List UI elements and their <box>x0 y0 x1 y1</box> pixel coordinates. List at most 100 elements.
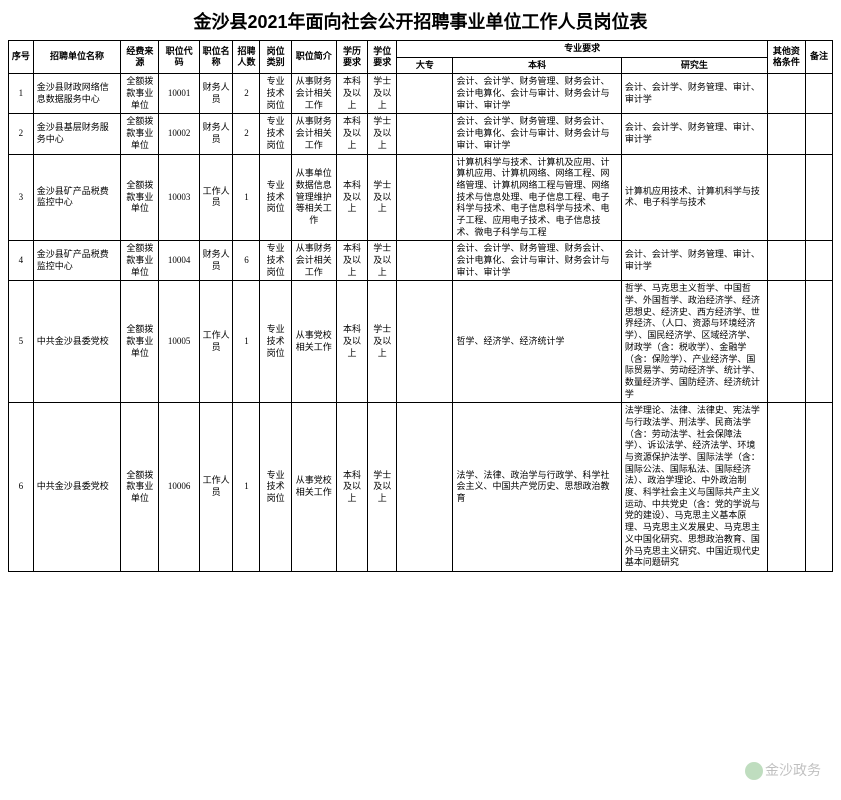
col-index: 序号 <box>9 41 34 74</box>
cell-desc: 从事财务会计相关工作 <box>291 114 336 154</box>
cell-dz <box>397 241 453 281</box>
col-fund: 经费来源 <box>121 41 159 74</box>
col-remark: 备注 <box>805 41 832 74</box>
cell-index: 6 <box>9 403 34 572</box>
cell-code: 10005 <box>159 281 199 403</box>
cell-other <box>767 241 805 281</box>
cell-edu: 本科及以上 <box>336 154 367 241</box>
cell-edu: 本科及以上 <box>336 403 367 572</box>
cell-unit: 中共金沙县委党校 <box>33 281 121 403</box>
cell-bk: 哲学、经济学、经济统计学 <box>453 281 621 403</box>
cell-pos: 财务人员 <box>199 114 233 154</box>
cell-pos: 工作人员 <box>199 154 233 241</box>
cell-fund: 全额拨款事业单位 <box>121 403 159 572</box>
cell-cat: 专业技术岗位 <box>260 154 291 241</box>
cell-edu: 本科及以上 <box>336 114 367 154</box>
cell-fund: 全额拨款事业单位 <box>121 74 159 114</box>
col-cat: 岗位类别 <box>260 41 291 74</box>
cell-desc: 从事党校相关工作 <box>291 403 336 572</box>
cell-fund: 全额拨款事业单位 <box>121 154 159 241</box>
col-edu: 学历要求 <box>336 41 367 74</box>
col-yanjiu: 研究生 <box>621 57 767 74</box>
col-num: 招聘人数 <box>233 41 260 74</box>
cell-dz <box>397 114 453 154</box>
cell-desc: 从事单位数据信息管理维护等相关工作 <box>291 154 336 241</box>
watermark-text: 金沙政务 <box>765 762 821 778</box>
cell-unit: 金沙县矿产品税费监控中心 <box>33 241 121 281</box>
table-row: 4金沙县矿产品税费监控中心全额拨款事业单位10004财务人员6专业技术岗位从事财… <box>9 241 833 281</box>
cell-deg: 学士及以上 <box>368 281 397 403</box>
col-code: 职位代码 <box>159 41 199 74</box>
col-dazhuan: 大专 <box>397 57 453 74</box>
cell-desc: 从事财务会计相关工作 <box>291 74 336 114</box>
col-desc: 职位简介 <box>291 41 336 74</box>
cell-num: 6 <box>233 241 260 281</box>
cell-index: 4 <box>9 241 34 281</box>
cell-deg: 学士及以上 <box>368 114 397 154</box>
cell-yjs: 计算机应用技术、计算机科学与技术、电子科学与技术 <box>621 154 767 241</box>
cell-edu: 本科及以上 <box>336 281 367 403</box>
cell-edu: 本科及以上 <box>336 74 367 114</box>
cell-unit: 金沙县财政网络信息数据服务中心 <box>33 74 121 114</box>
cell-remark <box>805 281 832 403</box>
cell-remark <box>805 114 832 154</box>
cell-num: 2 <box>233 74 260 114</box>
cell-yjs: 法学理论、法律、法律史、宪法学与行政法学、刑法学、民商法学（含：劳动法学、社会保… <box>621 403 767 572</box>
watermark-icon <box>745 762 763 780</box>
cell-num: 1 <box>233 154 260 241</box>
cell-other <box>767 154 805 241</box>
page-title: 金沙县2021年面向社会公开招聘事业单位工作人员岗位表 <box>8 8 833 34</box>
cell-yjs: 哲学、马克思主义哲学、中国哲学、外国哲学、政治经济学、经济思想史、经济史、西方经… <box>621 281 767 403</box>
cell-num: 1 <box>233 281 260 403</box>
cell-cat: 专业技术岗位 <box>260 241 291 281</box>
col-other: 其他资格条件 <box>767 41 805 74</box>
cell-bk: 会计、会计学、财务管理、财务会计、会计电算化、会计与审计、财务会计与审计、审计学 <box>453 74 621 114</box>
col-benke: 本科 <box>453 57 621 74</box>
cell-bk: 会计、会计学、财务管理、财务会计、会计电算化、会计与审计、财务会计与审计、审计学 <box>453 241 621 281</box>
cell-yjs: 会计、会计学、财务管理、审计、审计学 <box>621 241 767 281</box>
cell-desc: 从事党校相关工作 <box>291 281 336 403</box>
cell-unit: 金沙县矿产品税费监控中心 <box>33 154 121 241</box>
col-major: 专业要求 <box>397 41 767 58</box>
cell-pos: 工作人员 <box>199 403 233 572</box>
cell-bk: 法学、法律、政治学与行政学、科学社会主义、中国共产党历史、思想政治教育 <box>453 403 621 572</box>
cell-pos: 财务人员 <box>199 74 233 114</box>
cell-unit: 金沙县基层财务服务中心 <box>33 114 121 154</box>
cell-dz <box>397 154 453 241</box>
cell-other <box>767 281 805 403</box>
cell-remark <box>805 403 832 572</box>
cell-cat: 专业技术岗位 <box>260 114 291 154</box>
cell-index: 2 <box>9 114 34 154</box>
table-row: 5中共金沙县委党校全额拨款事业单位10005工作人员1专业技术岗位从事党校相关工… <box>9 281 833 403</box>
watermark: 金沙政务 <box>745 760 821 780</box>
cell-yjs: 会计、会计学、财务管理、审计、审计学 <box>621 114 767 154</box>
table-row: 2金沙县基层财务服务中心全额拨款事业单位10002财务人员2专业技术岗位从事财务… <box>9 114 833 154</box>
cell-code: 10002 <box>159 114 199 154</box>
cell-bk: 会计、会计学、财务管理、财务会计、会计电算化、会计与审计、财务会计与审计、审计学 <box>453 114 621 154</box>
cell-index: 5 <box>9 281 34 403</box>
cell-dz <box>397 403 453 572</box>
cell-cat: 专业技术岗位 <box>260 403 291 572</box>
cell-deg: 学士及以上 <box>368 403 397 572</box>
cell-pos: 财务人员 <box>199 241 233 281</box>
col-unit: 招聘单位名称 <box>33 41 121 74</box>
cell-deg: 学士及以上 <box>368 74 397 114</box>
col-posname: 职位名称 <box>199 41 233 74</box>
cell-deg: 学士及以上 <box>368 154 397 241</box>
cell-other <box>767 114 805 154</box>
header-row-1: 序号 招聘单位名称 经费来源 职位代码 职位名称 招聘人数 岗位类别 职位简介 … <box>9 41 833 58</box>
cell-cat: 专业技术岗位 <box>260 281 291 403</box>
cell-fund: 全额拨款事业单位 <box>121 281 159 403</box>
cell-pos: 工作人员 <box>199 281 233 403</box>
table-row: 1金沙县财政网络信息数据服务中心全额拨款事业单位10001财务人员2专业技术岗位… <box>9 74 833 114</box>
cell-other <box>767 403 805 572</box>
cell-bk: 计算机科学与技术、计算机及应用、计算机应用、计算机网络、网络工程、网络管理、计算… <box>453 154 621 241</box>
cell-fund: 全额拨款事业单位 <box>121 114 159 154</box>
cell-edu: 本科及以上 <box>336 241 367 281</box>
cell-remark <box>805 241 832 281</box>
cell-index: 3 <box>9 154 34 241</box>
cell-cat: 专业技术岗位 <box>260 74 291 114</box>
cell-remark <box>805 74 832 114</box>
table-row: 3金沙县矿产品税费监控中心全额拨款事业单位10003工作人员1专业技术岗位从事单… <box>9 154 833 241</box>
cell-num: 2 <box>233 114 260 154</box>
